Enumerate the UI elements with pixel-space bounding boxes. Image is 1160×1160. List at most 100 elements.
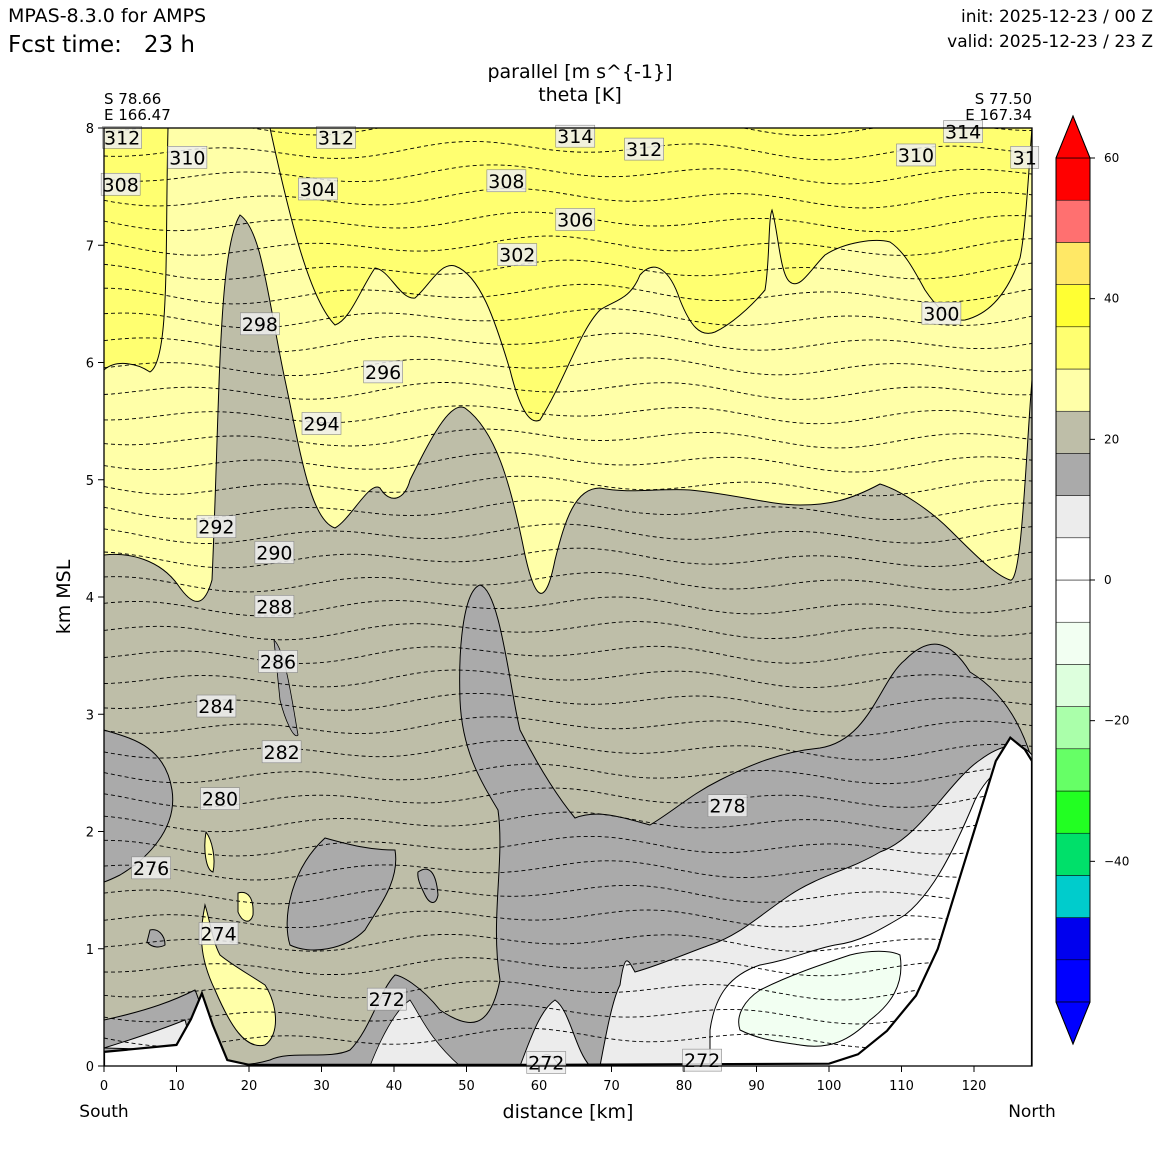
theta-label-text: 276 bbox=[133, 858, 169, 880]
theta-label-text: 280 bbox=[202, 789, 238, 811]
theta-contour-line bbox=[104, 716, 1032, 737]
x-tick-label: 60 bbox=[531, 1079, 548, 1094]
colorbar-over-arrow bbox=[1055, 114, 1091, 159]
fill-yellow-band bbox=[104, 128, 169, 373]
theta-label-box bbox=[196, 694, 237, 718]
theta-label: 272 bbox=[526, 1051, 567, 1074]
y-tick-label: 8 bbox=[86, 122, 94, 137]
theta-contour-line bbox=[104, 357, 1032, 377]
theta-label-text: 302 bbox=[499, 245, 535, 267]
theta-label-box bbox=[366, 987, 407, 1011]
theta-contour-line bbox=[104, 980, 1032, 1001]
x-tick-label: 50 bbox=[458, 1079, 475, 1094]
fill-yellow-blob bbox=[204, 830, 215, 873]
theta-contour-line bbox=[104, 763, 1032, 785]
theta-label-text: 294 bbox=[303, 413, 339, 435]
theta-label: 292 bbox=[196, 515, 237, 539]
theta-label-box bbox=[131, 856, 171, 880]
theta-contour-line bbox=[104, 835, 1032, 857]
theta-label-text: 306 bbox=[557, 209, 593, 231]
theta-label-box bbox=[200, 787, 240, 810]
y-tick-label: 2 bbox=[86, 826, 94, 841]
theta-label: 276 bbox=[131, 856, 171, 880]
theta-contour-line bbox=[104, 211, 1032, 233]
theta-label-box bbox=[167, 146, 208, 169]
theta-label-text: 290 bbox=[256, 542, 292, 564]
theta-contour-line bbox=[104, 128, 1032, 136]
theta-label-box bbox=[624, 137, 664, 161]
y-axis-label: km MSL bbox=[53, 559, 75, 634]
theta-contour-line bbox=[104, 499, 1032, 520]
theta-label: 286 bbox=[258, 650, 298, 673]
x-tick-label: 90 bbox=[748, 1079, 765, 1094]
theta-label-box bbox=[254, 595, 295, 618]
theta-label-box bbox=[486, 169, 527, 193]
left-end-lat: S 78.66 bbox=[104, 90, 161, 108]
colorbar-tick-label: 60 bbox=[1104, 151, 1119, 165]
theta-label: 282 bbox=[261, 740, 302, 764]
colorbar-segment bbox=[1055, 453, 1091, 496]
theta-contour-line bbox=[104, 692, 1032, 713]
fill-yellow-band bbox=[269, 128, 1032, 422]
theta-contour-line bbox=[104, 382, 1032, 400]
theta-label: 298 bbox=[240, 312, 280, 336]
theta-label: 288 bbox=[254, 595, 295, 618]
theta-contour-line bbox=[104, 572, 1032, 593]
theta-contour-line bbox=[104, 235, 1032, 256]
theta-contour-line bbox=[104, 140, 1032, 161]
forecast-time-label: Fcst time: 23 h bbox=[8, 32, 195, 58]
theta-label: 312 bbox=[624, 137, 664, 161]
theta-label: 308 bbox=[486, 169, 527, 193]
theta-label: 296 bbox=[363, 360, 403, 384]
theta-label-box bbox=[896, 143, 936, 167]
colorbar-tick-label: 20 bbox=[1104, 432, 1119, 446]
theta-contour-line bbox=[104, 957, 1032, 977]
theta-label-text: 282 bbox=[263, 742, 299, 764]
theta-label-text: 31 bbox=[1013, 147, 1037, 169]
theta-contour-line bbox=[104, 909, 1032, 929]
theta-label-text: 274 bbox=[200, 924, 236, 946]
colorbar-segment bbox=[1055, 579, 1091, 623]
fill-grey-wedge bbox=[417, 868, 439, 903]
theta-contour-line bbox=[104, 452, 1032, 473]
x-axis-label: distance [km] bbox=[503, 1101, 634, 1123]
parallel-wind-fill bbox=[104, 128, 1032, 1066]
theta-contour-line bbox=[104, 860, 1032, 881]
theta-label-box bbox=[707, 794, 748, 818]
theta-label-text: 310 bbox=[169, 147, 205, 169]
colorbar-tick-label: −20 bbox=[1104, 714, 1129, 728]
colorbar-under-arrow bbox=[1055, 1001, 1091, 1046]
theta-contour-line bbox=[104, 332, 1032, 353]
y-tick-label: 1 bbox=[86, 943, 94, 958]
theta-label: 314 bbox=[555, 124, 596, 148]
theta-label: 314 bbox=[943, 120, 983, 144]
right-end-lat: S 77.50 bbox=[975, 90, 1032, 108]
theta-label-box bbox=[258, 650, 298, 673]
theta-contour-line bbox=[104, 933, 1032, 952]
theta-contour-line bbox=[104, 669, 1032, 689]
theta-contour-line bbox=[104, 739, 1032, 761]
left-end-lon: E 166.47 bbox=[104, 106, 171, 124]
fill-light-grey-region bbox=[519, 999, 591, 1066]
y-tick-label: 4 bbox=[86, 591, 94, 606]
model-label: MPAS-8.3.0 for AMPS bbox=[8, 5, 206, 27]
theta-label: 312 bbox=[102, 126, 142, 149]
theta-label-box bbox=[198, 922, 239, 945]
north-label: North bbox=[1008, 1102, 1056, 1122]
x-tick-label: 20 bbox=[241, 1079, 258, 1094]
theta-label-text: 272 bbox=[684, 1050, 720, 1072]
x-tick-label: 0 bbox=[100, 1079, 108, 1094]
theta-label: 294 bbox=[301, 412, 342, 435]
theta-label-box bbox=[943, 120, 983, 143]
theta-label-text: 312 bbox=[626, 139, 662, 161]
theta-label-text: 310 bbox=[898, 145, 934, 167]
colorbar-segment bbox=[1055, 368, 1091, 412]
theta-contour-line bbox=[104, 621, 1032, 641]
theta-label-box bbox=[316, 126, 356, 149]
chart-title: parallel [m s^{-1}] bbox=[487, 61, 672, 83]
y-tick-label: 3 bbox=[86, 708, 94, 723]
colorbar-segment bbox=[1055, 664, 1091, 707]
theta-label-text: 288 bbox=[256, 596, 292, 618]
theta-label: 300 bbox=[921, 301, 962, 325]
theta-label-text: 292 bbox=[198, 517, 234, 539]
